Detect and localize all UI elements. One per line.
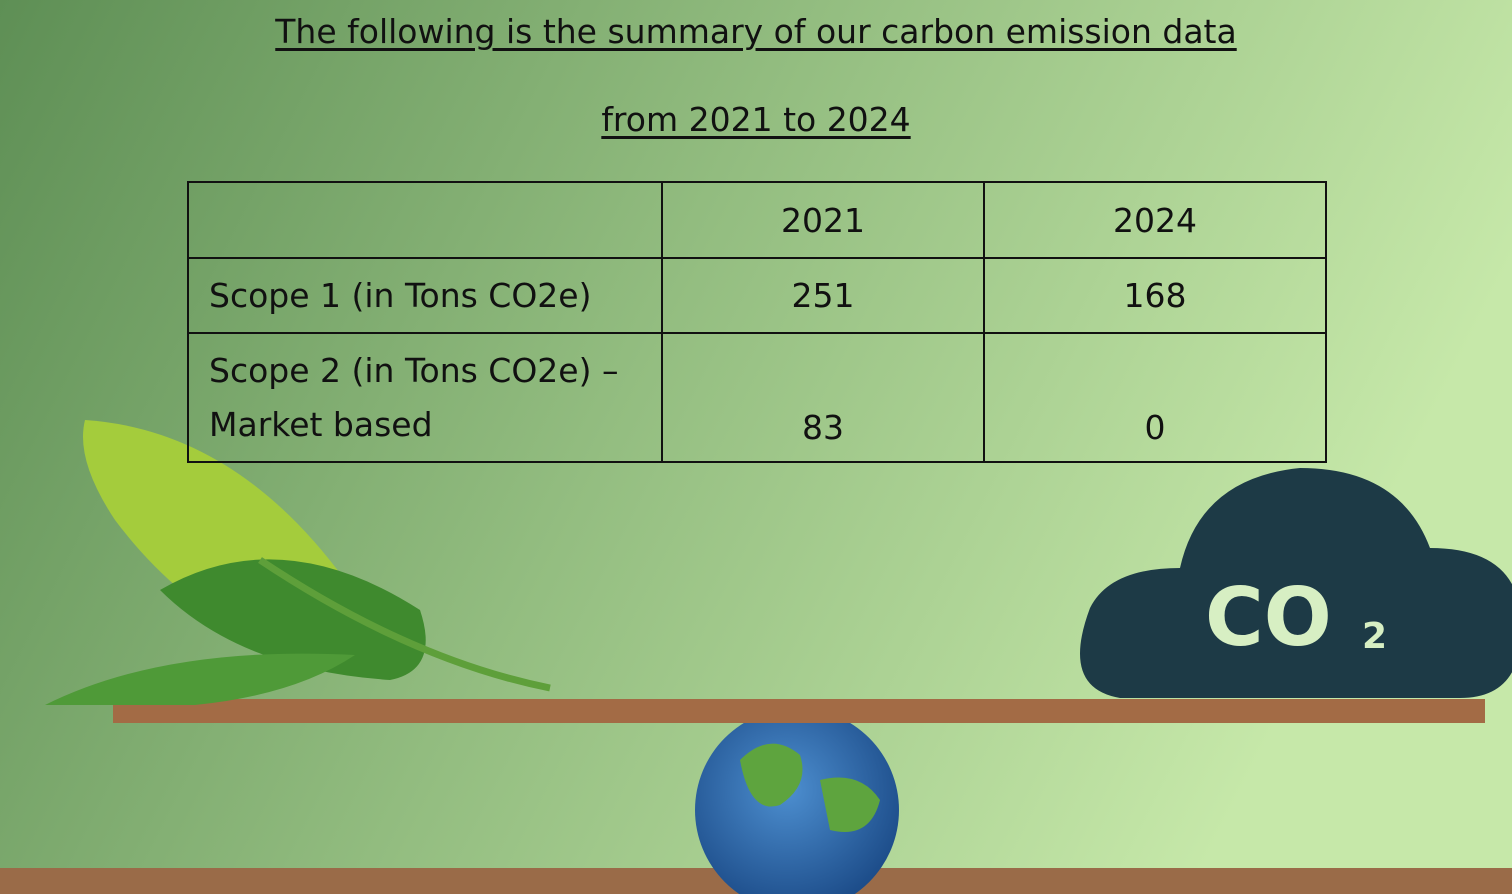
cell-value: 83: [662, 333, 984, 462]
cell-value: 0: [984, 333, 1326, 462]
emissions-table: 2021 2024 Scope 1 (in Tons CO2e) 251 168…: [187, 181, 1327, 463]
row-label: Scope 2 (in Tons CO2e) – Market based: [188, 333, 662, 462]
corner-cell: [188, 182, 662, 258]
page: CO 2 The following is the summary of our…: [0, 0, 1512, 894]
header-row: 2021 2024: [188, 182, 1326, 258]
cloud-label-subscript: 2: [1362, 616, 1387, 657]
column-header: 2021: [662, 182, 984, 258]
column-header: 2024: [984, 182, 1326, 258]
cloud-label: CO: [1205, 571, 1332, 664]
table-row: Scope 2 (in Tons CO2e) – Market based 83…: [188, 333, 1326, 462]
table-row: Scope 1 (in Tons CO2e) 251 168: [188, 258, 1326, 333]
subtitle: from 2021 to 2024: [0, 100, 1512, 139]
cell-value: 251: [662, 258, 984, 333]
cell-value: 168: [984, 258, 1326, 333]
title: The following is the summary of our carb…: [0, 12, 1512, 51]
row-label: Scope 1 (in Tons CO2e): [188, 258, 662, 333]
